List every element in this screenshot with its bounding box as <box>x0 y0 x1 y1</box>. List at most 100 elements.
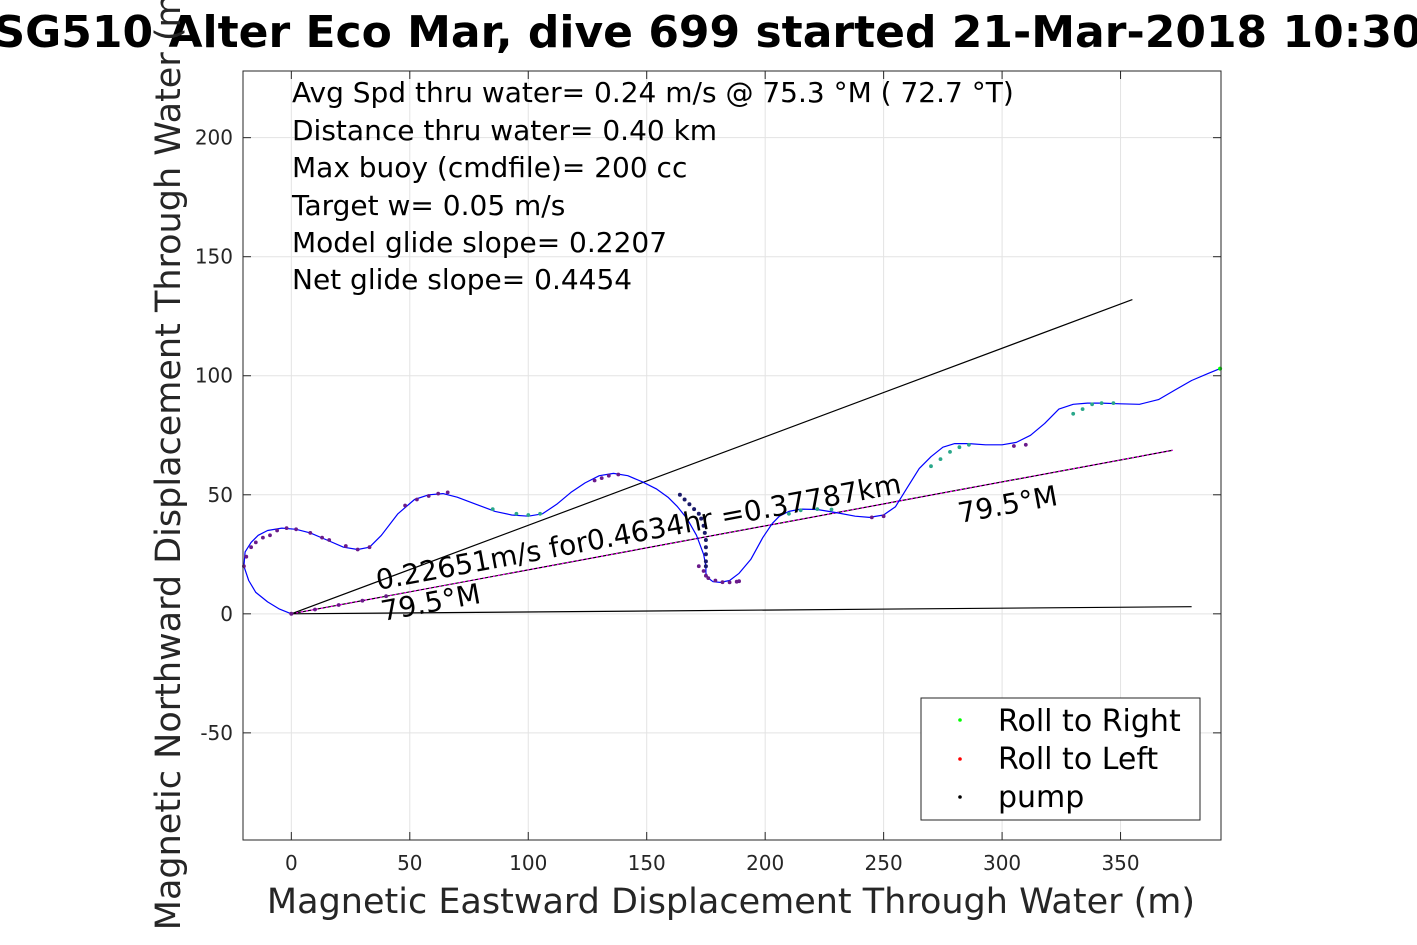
marker-roll-left <box>415 497 419 502</box>
y-tick-label: 150 <box>195 245 233 269</box>
legend-marker-roll-right <box>958 718 962 722</box>
marker-roll-right <box>526 513 531 517</box>
axis-ticks: 0 50 100 150 200 250 300 350 -50 0 50 100 150 200 <box>195 71 1221 875</box>
y-tick-label: 200 <box>195 126 233 150</box>
legend-marker-pump <box>958 795 962 799</box>
y-tick-label: 0 <box>220 602 233 626</box>
marker-roll-right <box>538 511 542 516</box>
stat-avg-speed: Avg Spd thru water= 0.24 m/s @ 75.3 °M (… <box>292 76 1014 109</box>
x-tick-label: 50 <box>397 851 422 875</box>
marker-roll-left <box>706 576 711 580</box>
x-tick-label: 200 <box>746 851 784 875</box>
marker-roll-left <box>704 573 708 578</box>
marker-roll-right <box>1090 402 1094 407</box>
marker-roll-left <box>713 578 718 583</box>
x-tick-label: 250 <box>865 851 903 875</box>
marker-roll-right <box>514 511 519 516</box>
marker-pump <box>682 497 687 502</box>
marker-roll-left <box>249 545 254 550</box>
y-axis-label: Magnetic Northward Displacement Through … <box>149 0 189 930</box>
marker-roll-left <box>445 490 450 495</box>
marker-roll-left <box>367 545 372 550</box>
marker-pump <box>701 523 706 528</box>
marker-pump <box>699 516 704 521</box>
marker-roll-left <box>268 533 272 538</box>
marker-roll-left <box>308 531 313 535</box>
marker-pump <box>702 530 707 535</box>
plot-border <box>242 70 1222 841</box>
stat-net-glide-slope: Net glide slope= 0.4454 <box>292 263 632 296</box>
marker-roll-left <box>327 538 332 542</box>
marker-roll-left <box>696 564 701 569</box>
marker-roll-right <box>1071 411 1076 416</box>
stats-block: Avg Spd thru water= 0.24 m/s @ 75.3 °M (… <box>291 76 1014 296</box>
marker-roll-left <box>720 580 725 585</box>
marker-roll-left <box>275 528 279 533</box>
marker-roll-right <box>967 442 971 447</box>
marker-roll-left <box>244 554 249 559</box>
stat-max-buoy: Max buoy (cmdfile)= 200 cc <box>292 151 687 184</box>
series-glide-line <box>291 449 1173 615</box>
marker-roll-left <box>284 526 289 530</box>
marker-roll-left <box>869 515 874 520</box>
legend-marker-roll-left <box>958 757 962 761</box>
marker-roll-left <box>253 540 258 545</box>
x-axis-label: Magnetic Eastward Displacement Through W… <box>267 882 1195 922</box>
marker-roll-right <box>798 508 803 513</box>
reference-lines <box>291 298 1192 615</box>
marker-roll-right <box>829 507 834 512</box>
marker-roll-right <box>1099 401 1104 405</box>
y-tick-label: -50 <box>200 721 233 745</box>
x-tick-label: 350 <box>1101 851 1139 875</box>
marker-roll-left <box>881 514 886 519</box>
marker-roll-left <box>294 527 298 532</box>
legend: Roll to Right Roll to Left pump <box>920 697 1201 821</box>
marker-pump <box>703 564 708 569</box>
marker-pump <box>692 507 697 512</box>
marker-roll-left <box>343 544 348 548</box>
stat-model-glide-slope: Model glide slope= 0.2207 <box>292 226 667 259</box>
x-tick-label: 100 <box>509 851 547 875</box>
marker-roll-left <box>384 594 388 599</box>
marker-layer <box>242 366 1223 616</box>
glide-line-layer <box>291 449 1173 615</box>
marker-track-start <box>289 611 294 616</box>
legend-label-roll-right: Roll to Right <box>998 704 1181 739</box>
marker-roll-left <box>320 535 324 540</box>
series-reference-upper <box>291 298 1133 615</box>
marker-roll-left <box>436 491 441 496</box>
marker-roll-right <box>490 507 495 511</box>
marker-roll-left <box>426 494 431 498</box>
marker-roll-right <box>1080 407 1085 411</box>
marker-roll-left <box>727 580 732 585</box>
marker-roll-right <box>957 445 962 450</box>
marker-roll-right <box>948 450 952 454</box>
marker-pump <box>703 538 708 542</box>
marker-roll-left <box>701 569 706 573</box>
legend-label-pump: pump <box>998 780 1084 815</box>
series-reference-lower <box>291 606 1192 615</box>
marker-pump <box>677 492 682 497</box>
chart-title: SG510 Alter Eco Mar, dive 699 started 21… <box>0 7 1417 58</box>
legend-label-roll-left: Roll to Left <box>998 742 1158 777</box>
marker-pump <box>696 511 701 516</box>
marker-roll-left <box>1023 442 1028 447</box>
marker-pump <box>703 552 708 557</box>
marker-roll-left <box>313 607 317 612</box>
marker-roll-left <box>1012 444 1016 448</box>
x-tick-label: 0 <box>285 851 298 875</box>
marker-roll-left <box>606 473 611 478</box>
marker-roll-left <box>336 603 341 607</box>
marker-roll-left <box>355 547 360 552</box>
stat-distance: Distance thru water= 0.40 km <box>292 114 717 147</box>
marker-roll-right <box>1111 401 1116 405</box>
marker-pump <box>703 559 708 564</box>
marker-roll-left <box>737 579 741 584</box>
marker-roll-right <box>787 511 791 516</box>
marker-pump <box>703 545 708 550</box>
marker-roll-right <box>938 457 943 461</box>
legend-box <box>920 697 1201 821</box>
marker-roll-right <box>929 464 933 469</box>
marker-roll-right <box>815 507 820 511</box>
